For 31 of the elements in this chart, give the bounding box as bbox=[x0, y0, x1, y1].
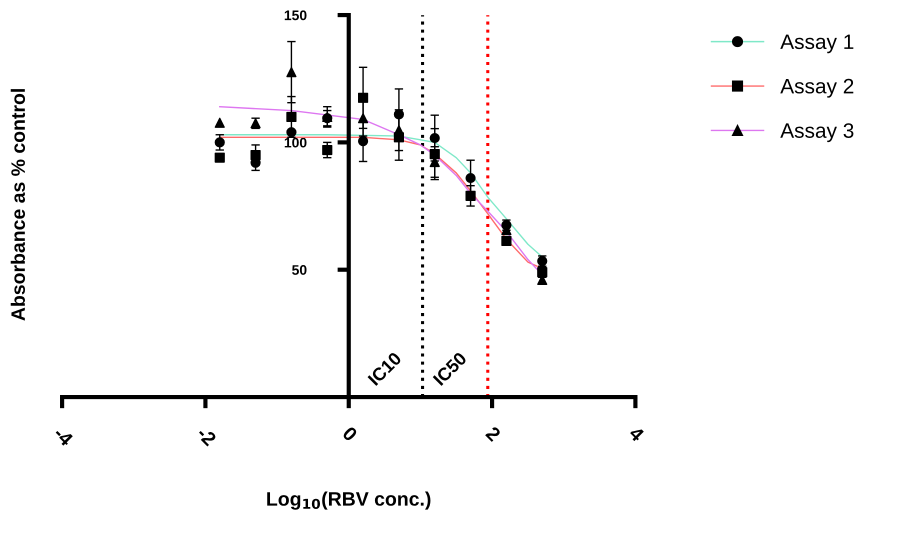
y-tick-label: 150 bbox=[284, 10, 307, 20]
point bbox=[358, 136, 368, 146]
legend-label: Assay 1 bbox=[780, 34, 854, 54]
point bbox=[322, 144, 332, 156]
point bbox=[394, 109, 404, 120]
x-axis-title: Log$_{10}$(RBV conc.) bbox=[267, 492, 430, 510]
legend-label: Assay 3 bbox=[780, 123, 854, 142]
point bbox=[286, 67, 297, 78]
legend-label: Assay 2 bbox=[780, 78, 854, 98]
y-axis-title: Absorbance as % control bbox=[10, 89, 26, 321]
point bbox=[214, 118, 225, 128]
point bbox=[430, 149, 440, 160]
point bbox=[286, 127, 297, 138]
x-tick-label: 0 bbox=[342, 426, 358, 442]
point bbox=[465, 190, 476, 201]
point bbox=[358, 92, 368, 103]
point bbox=[465, 172, 476, 184]
point bbox=[501, 236, 512, 246]
x-tick-label: -4 bbox=[52, 426, 74, 447]
point bbox=[286, 112, 297, 122]
point bbox=[250, 150, 261, 160]
point bbox=[430, 132, 440, 144]
point bbox=[358, 113, 368, 124]
x-tick-label: 4 bbox=[628, 426, 646, 442]
x-tick-label: -2 bbox=[196, 426, 218, 446]
y-tick-label: 50 bbox=[292, 265, 307, 275]
point bbox=[214, 137, 225, 148]
point bbox=[394, 125, 404, 136]
point bbox=[214, 152, 225, 163]
x-tick-label: 2 bbox=[485, 426, 502, 442]
y-tick-label: 100 bbox=[284, 138, 307, 148]
